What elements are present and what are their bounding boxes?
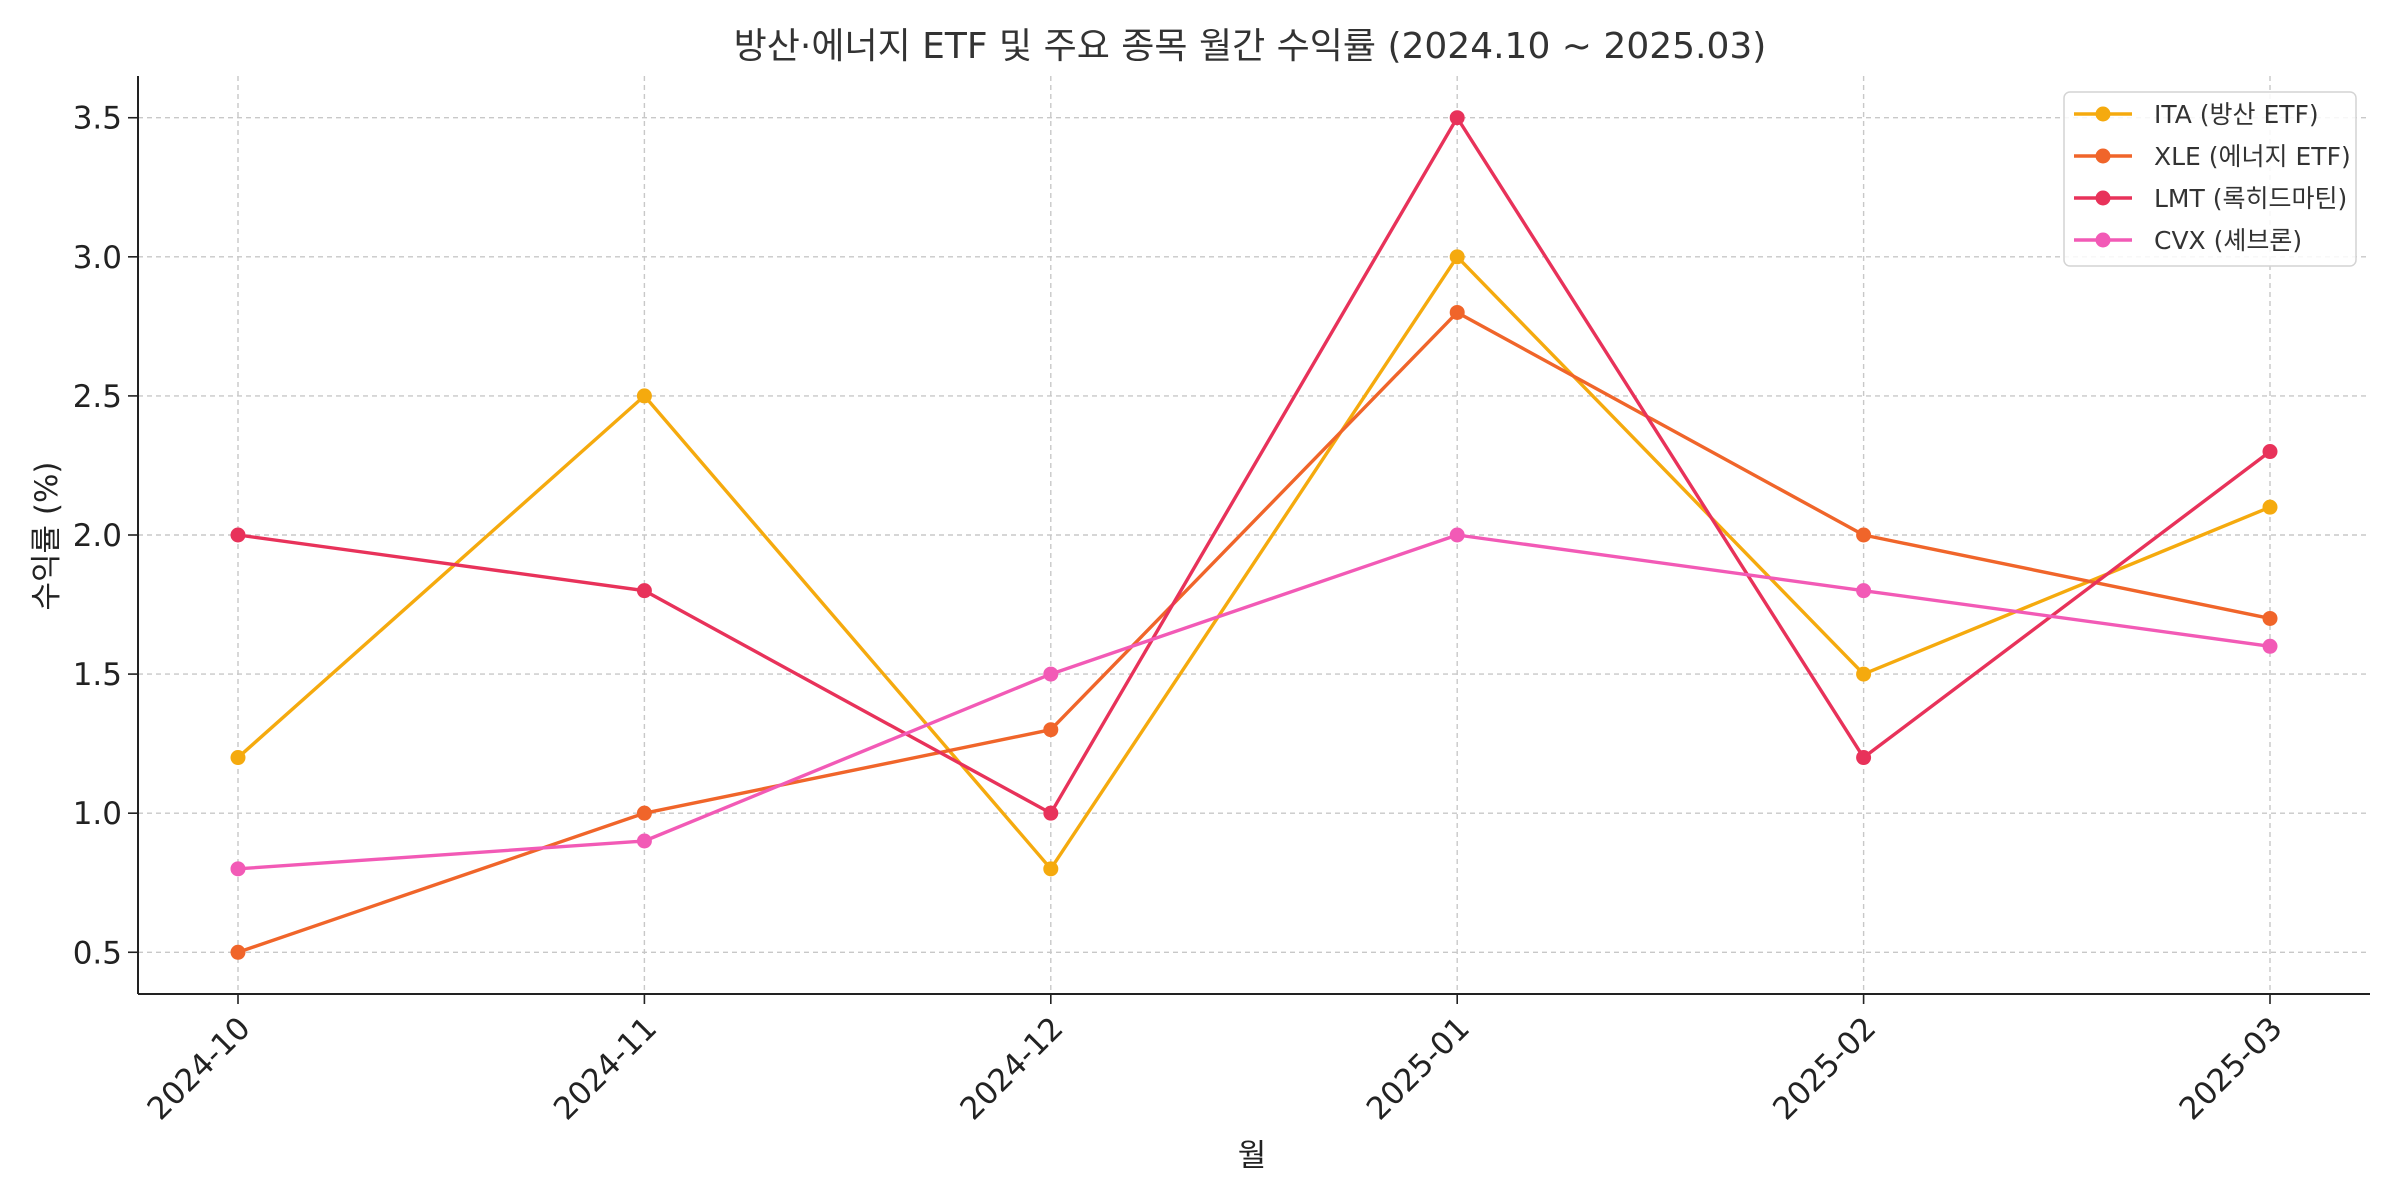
axes — [128, 76, 2370, 1004]
series-line — [236, 255, 2272, 871]
series-line — [236, 116, 2272, 815]
legend: ITA (방산 ETF) XLE (에너지 ETF) LMT (록히드마틴) CVX … — [2063, 91, 2357, 267]
data-point — [636, 583, 652, 599]
data-point — [2262, 499, 2278, 515]
data-point — [1856, 527, 1872, 543]
y-tick-label: 0.5 — [73, 935, 122, 971]
series-line — [236, 533, 2272, 871]
data-point — [230, 527, 246, 543]
data-point — [230, 750, 246, 766]
y-tick-label: 1.5 — [73, 657, 122, 693]
legend-label: ITA (방산 ETF) — [2154, 100, 2319, 129]
legend-label: LMT (록히드마틴) — [2154, 184, 2347, 213]
series-lines — [230, 110, 2278, 960]
series-3 — [230, 110, 2278, 821]
x-axis-label: 월 — [1238, 1138, 1267, 1174]
data-point — [2262, 610, 2278, 626]
y-tick-label: 2.5 — [73, 379, 122, 415]
series-4 — [230, 527, 2278, 877]
data-point — [2262, 444, 2278, 460]
legend-swatch-marker — [2095, 148, 2111, 164]
data-point — [1856, 583, 1872, 599]
data-point — [1043, 805, 1059, 821]
series-2 — [230, 304, 2278, 960]
y-tick-label: 3.5 — [73, 101, 122, 137]
y-tick-label: 3.0 — [73, 240, 122, 276]
x-tick-label: 2025-03 — [2173, 1010, 2290, 1127]
data-point — [1449, 527, 1465, 543]
data-point — [636, 388, 652, 404]
gridlines — [138, 76, 2370, 994]
legend-item: LMT (록히드마틴) — [2074, 184, 2347, 213]
tick-labels: 2024-10 2024-11 2024-12 2025-01 2025-02 2025-… — [73, 101, 2290, 1128]
legend-swatch-marker — [2095, 232, 2111, 248]
y-tick-label: 1.0 — [73, 796, 122, 832]
data-point — [1449, 249, 1465, 265]
legend-swatch-marker — [2095, 190, 2111, 206]
legend-swatch-marker — [2095, 106, 2111, 122]
data-point — [2262, 638, 2278, 654]
data-point — [230, 944, 246, 960]
x-tick-label: 2024-11 — [547, 1010, 664, 1127]
chart-title: 방산·에너지 ETF 및 주요 종목 월간 수익률 (2024.10 ~ 202… — [734, 26, 1767, 67]
x-tick-label: 2025-02 — [1766, 1010, 1883, 1127]
legend-box — [2063, 91, 2357, 267]
data-point — [1856, 750, 1872, 766]
x-tick-label: 2025-01 — [1360, 1010, 1477, 1127]
data-point — [636, 833, 652, 849]
legend-label: CVX (셰브론) — [2154, 226, 2302, 255]
data-point — [1043, 722, 1059, 738]
legend-item: XLE (에너지 ETF) — [2074, 142, 2351, 171]
x-tick-label: 2024-10 — [141, 1010, 258, 1127]
legend-label: XLE (에너지 ETF) — [2154, 142, 2351, 171]
x-tick-label: 2024-12 — [953, 1010, 1070, 1127]
data-point — [1449, 304, 1465, 320]
data-point — [1043, 666, 1059, 682]
y-tick-label: 2.0 — [73, 518, 122, 554]
y-axis-label: 수익률 (%) — [29, 461, 65, 610]
data-point — [1449, 110, 1465, 126]
data-point — [230, 861, 246, 877]
data-point — [1043, 861, 1059, 877]
legend-item: CVX (셰브론) — [2074, 226, 2302, 255]
series-line — [236, 310, 2272, 954]
legend-item: ITA (방산 ETF) — [2074, 100, 2319, 129]
data-point — [636, 805, 652, 821]
series-1 — [230, 249, 2278, 877]
data-point — [1856, 666, 1872, 682]
